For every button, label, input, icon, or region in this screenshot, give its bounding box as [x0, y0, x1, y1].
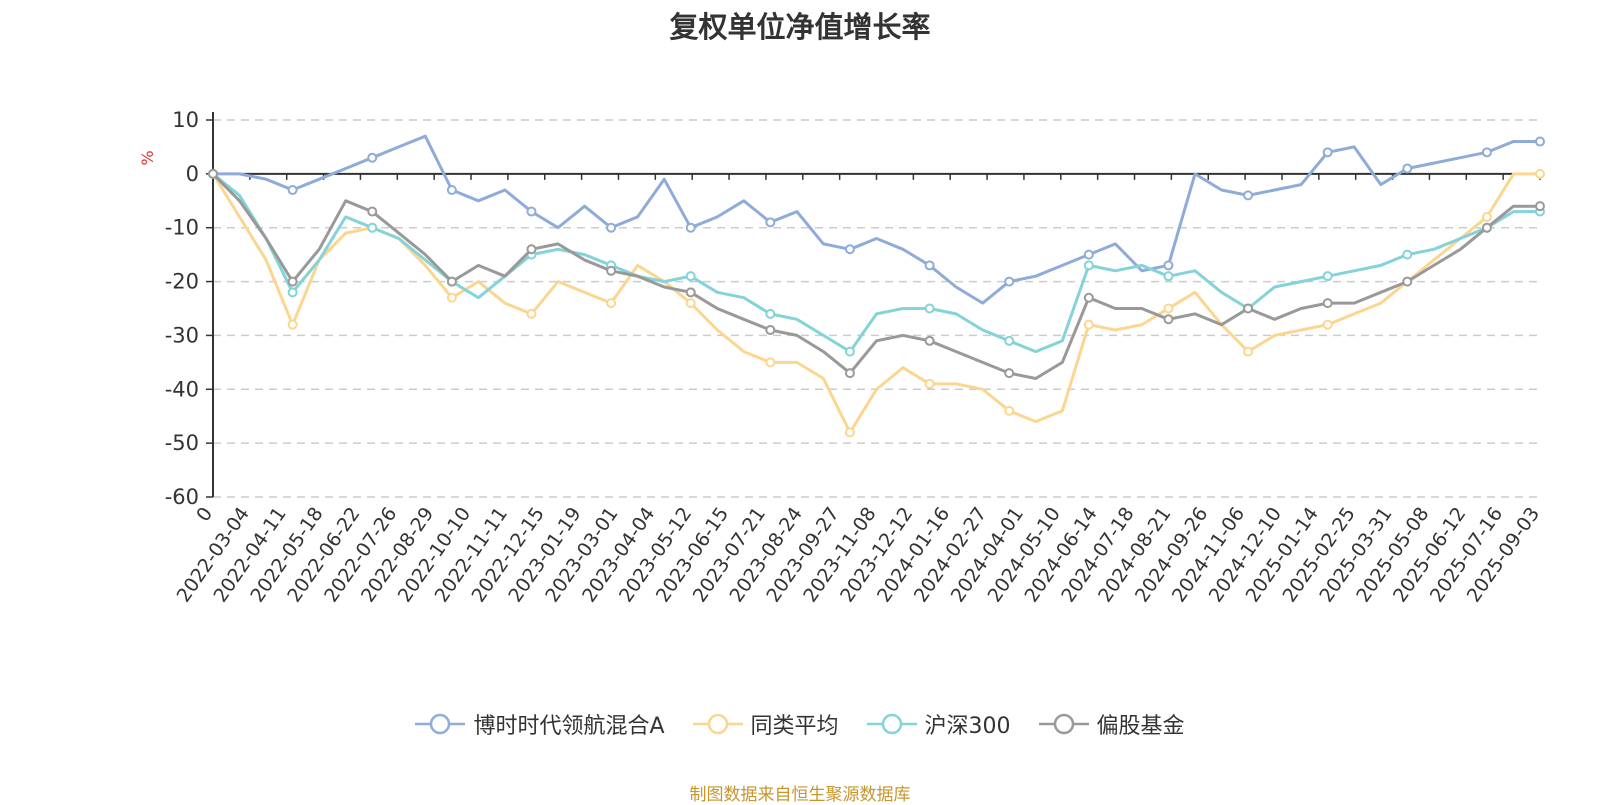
data-point: [1083, 249, 1094, 260]
data-point: [1481, 147, 1492, 158]
data-point: [446, 292, 457, 303]
data-point: [1402, 249, 1413, 260]
y-tick-label: -30: [165, 323, 199, 347]
data-point: [287, 276, 298, 287]
y-tick-label: 0: [186, 162, 199, 186]
data-point: [1083, 319, 1094, 330]
data-point: [765, 357, 776, 368]
data-point: [1322, 147, 1333, 158]
legend-label: 博时时代领航混合A: [473, 714, 665, 739]
data-point: [1083, 260, 1094, 271]
series-line-0: [213, 134, 1540, 305]
data-point: [685, 222, 696, 233]
data-point: [685, 298, 696, 309]
data-point: [1163, 260, 1174, 271]
legend-item[interactable]: 沪深300: [866, 708, 1011, 740]
data-point: [1243, 190, 1254, 201]
data-point: [765, 308, 776, 319]
data-point: [685, 287, 696, 298]
data-point: [844, 427, 855, 438]
series-lines: [208, 134, 1545, 438]
data-point: [367, 222, 378, 233]
data-point: [526, 244, 537, 255]
data-point: [1402, 276, 1413, 287]
data-point: [1163, 314, 1174, 325]
data-point: [1004, 276, 1015, 287]
data-point: [924, 335, 935, 346]
legend-label: 同类平均: [750, 714, 839, 739]
data-point: [367, 206, 378, 217]
data-point: [844, 368, 855, 379]
legend-item[interactable]: 偏股基金: [1038, 708, 1185, 740]
data-point: [1402, 163, 1413, 174]
data-point: [1535, 168, 1545, 179]
legend-swatch: [415, 713, 466, 735]
data-point: [208, 168, 218, 179]
data-point: [1322, 319, 1333, 330]
data-point: [1004, 405, 1015, 416]
legend-label: 偏股基金: [1096, 714, 1185, 739]
data-point: [446, 185, 457, 196]
data-point: [844, 346, 855, 357]
data-point: [1004, 368, 1015, 379]
x-tick-label: 0: [192, 503, 217, 526]
legend-item[interactable]: 同类平均: [692, 708, 839, 740]
legend-swatch: [866, 713, 917, 735]
legend-swatch: [1038, 713, 1089, 735]
data-point: [526, 206, 537, 217]
data-point: [1535, 136, 1545, 147]
tick-labels: 100-10-20-30-40-50-6002022-03-042022-04-…: [165, 108, 1544, 606]
chart-title: 复权单位净值增长率: [669, 10, 931, 44]
data-point: [606, 265, 617, 276]
data-point: [685, 271, 696, 282]
data-point: [1322, 271, 1333, 282]
data-point: [526, 308, 537, 319]
data-point: [287, 319, 298, 330]
data-point: [1243, 346, 1254, 357]
data-point: [1163, 271, 1174, 282]
legend-label: 沪深300: [924, 714, 1011, 739]
data-point: [765, 325, 776, 336]
series-line-3: [211, 172, 1540, 380]
data-point: [844, 244, 855, 255]
y-tick-label: -50: [165, 431, 199, 455]
y-tick-label: -20: [165, 270, 199, 294]
series-line-1: [211, 172, 1540, 434]
legend-item[interactable]: 博时时代领航混合A: [415, 708, 665, 740]
data-point: [287, 185, 298, 196]
y-tick-label: -10: [165, 216, 199, 240]
data-point: [1535, 201, 1545, 212]
line-chart: 100-10-20-30-40-50-6002022-03-042022-04-…: [138, 108, 1545, 606]
data-point: [924, 378, 935, 389]
y-tick-label: 10: [172, 108, 199, 132]
data-point: [1083, 292, 1094, 303]
data-point: [1163, 303, 1174, 314]
data-point: [367, 152, 378, 163]
data-point: [1004, 335, 1015, 346]
data-point: [606, 222, 617, 233]
y-tick-label: -40: [165, 377, 199, 401]
data-point: [287, 287, 298, 298]
data-point: [1243, 303, 1254, 314]
y-tick-label: -60: [165, 485, 199, 509]
data-point: [606, 298, 617, 309]
data-point: [446, 276, 457, 287]
data-point: [765, 217, 776, 228]
legend: 博时时代领航混合A 同类平均 沪深300 偏股基金: [0, 708, 1600, 740]
data-point: [1481, 222, 1492, 233]
data-point: [1322, 298, 1333, 309]
series-line-2: [212, 172, 1540, 354]
legend-swatch: [692, 713, 743, 735]
source-note: 制图数据来自恒生聚源数据库: [689, 785, 911, 805]
data-point: [924, 260, 935, 271]
data-point: [1481, 211, 1492, 222]
y-axis-label: %: [138, 150, 157, 165]
data-point: [924, 303, 935, 314]
